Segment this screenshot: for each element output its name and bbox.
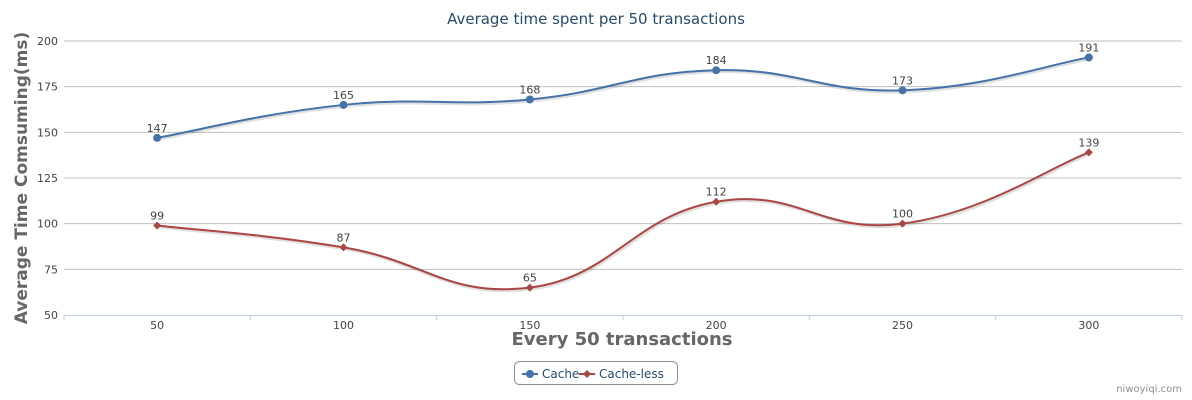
data-point-marker[interactable] [1084, 53, 1093, 62]
x-tick-label: 300 [1078, 319, 1099, 332]
y-tick-label: 125 [37, 172, 58, 185]
x-tick-label: 150 [519, 319, 540, 332]
data-point-marker[interactable] [525, 283, 534, 292]
data-label: 173 [892, 74, 913, 87]
y-tick-label: 200 [37, 35, 58, 48]
credit-text[interactable]: niwoyiqi.com [1116, 384, 1182, 395]
data-point-marker[interactable] [153, 221, 162, 230]
data-point-marker[interactable] [712, 66, 721, 75]
data-label: 112 [706, 186, 727, 199]
x-tick-label: 200 [706, 319, 727, 332]
data-label: 147 [147, 122, 168, 135]
data-point-marker[interactable] [525, 95, 534, 104]
y-axis-ticks: 50 75 100 125 150 175 200 [37, 35, 58, 322]
legend-item-cache[interactable]: Cache [522, 367, 579, 381]
legend-marker [583, 370, 591, 378]
x-tick-label: 250 [892, 319, 913, 332]
data-point-marker[interactable] [1084, 148, 1093, 157]
data-point-marker[interactable] [339, 243, 348, 252]
data-label: 99 [150, 209, 164, 222]
y-tick-label: 100 [37, 218, 58, 231]
data-label: 168 [519, 83, 540, 96]
y-tick-label: 75 [44, 263, 58, 276]
series-cache-less: 99 87 65 112 100 139 [150, 136, 1099, 293]
data-label: 165 [333, 89, 354, 102]
data-label: 191 [1078, 41, 1099, 54]
gridlines [64, 40, 1182, 270]
legend-label: Cache [542, 367, 579, 381]
x-tick-label: 50 [150, 319, 164, 332]
x-axis-title: Every 50 transactions [511, 329, 732, 350]
data-point-marker[interactable] [339, 100, 348, 109]
series-group: 147 165 168 184 173 191 99 87 65 112 100 139 [147, 41, 1099, 293]
x-tick-label: 100 [333, 319, 354, 332]
y-tick-label: 50 [44, 309, 58, 322]
data-point-marker[interactable] [898, 219, 907, 228]
data-label: 184 [706, 54, 727, 67]
data-label: 100 [892, 208, 913, 221]
x-axis: 50 100 150 200 250 300 [63, 315, 1183, 332]
legend: Cache Cache-less [514, 361, 678, 385]
data-point-marker[interactable] [712, 197, 721, 206]
chart-title: Average time spent per 50 transactions [447, 10, 745, 28]
data-label: 139 [1078, 136, 1099, 149]
y-tick-label: 150 [37, 126, 58, 139]
series-line [157, 151, 1090, 291]
legend-box [514, 361, 678, 385]
legend-item-cache-less[interactable]: Cache-less [579, 367, 664, 381]
data-point-marker[interactable] [153, 133, 162, 142]
data-label: 65 [523, 272, 537, 285]
y-tick-label: 175 [37, 81, 58, 94]
y-axis-title: Average Time Comsuming(ms) [12, 32, 32, 325]
data-label: 87 [337, 231, 351, 244]
legend-marker [526, 370, 534, 378]
data-point-marker[interactable] [898, 86, 907, 95]
series-line-shadow [157, 56, 1091, 141]
legend-label: Cache-less [599, 367, 664, 381]
series-cache: 147 165 168 184 173 191 [147, 41, 1099, 142]
series-line [156, 56, 1090, 139]
